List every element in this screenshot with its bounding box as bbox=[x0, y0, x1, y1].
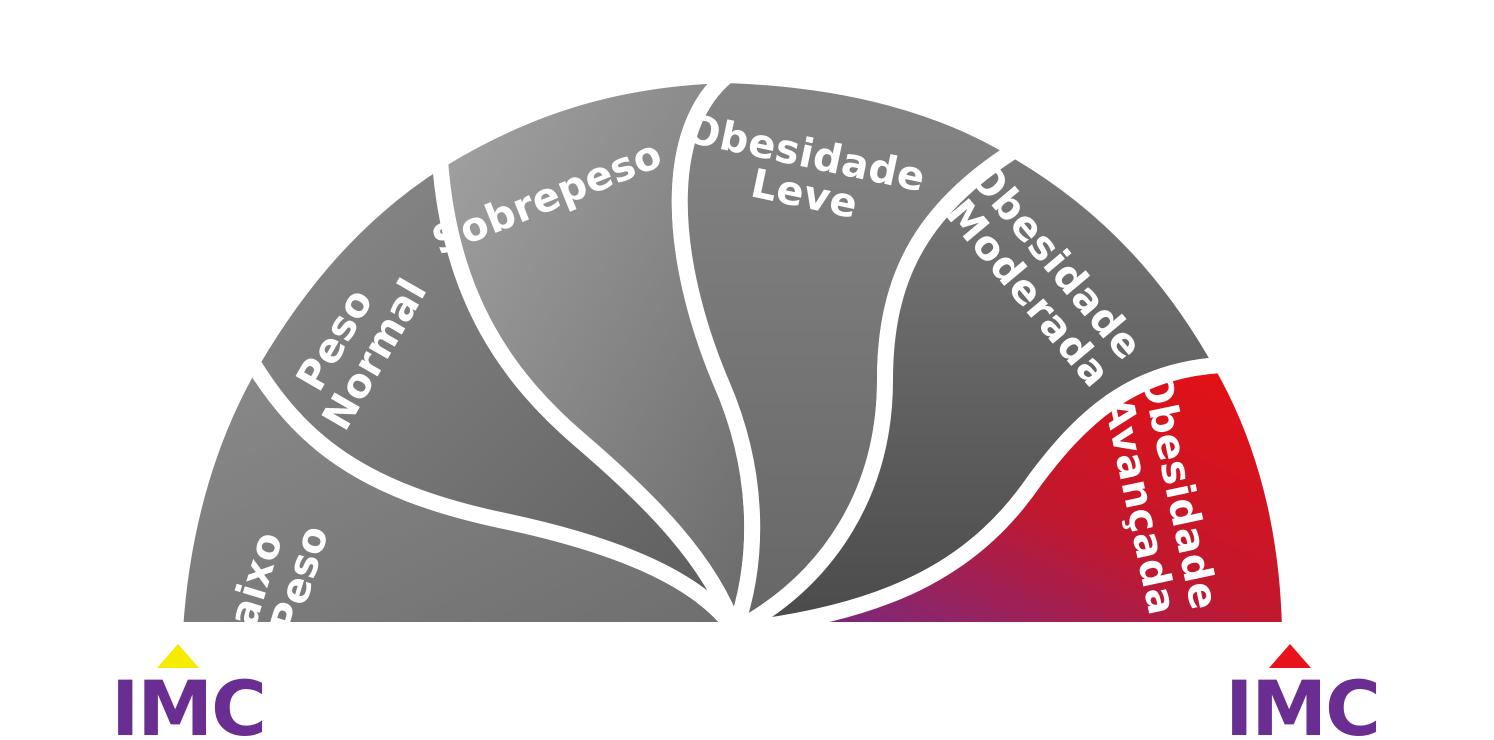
right-marker-arrow bbox=[1269, 644, 1311, 668]
left-imc-label: IMC bbox=[111, 664, 265, 740]
segment-obesidade-avancada bbox=[727, 357, 1298, 638]
right-imc-label: IMC bbox=[1225, 664, 1379, 740]
left-marker-arrow bbox=[157, 644, 199, 668]
gauge-baseline bbox=[160, 630, 1310, 646]
